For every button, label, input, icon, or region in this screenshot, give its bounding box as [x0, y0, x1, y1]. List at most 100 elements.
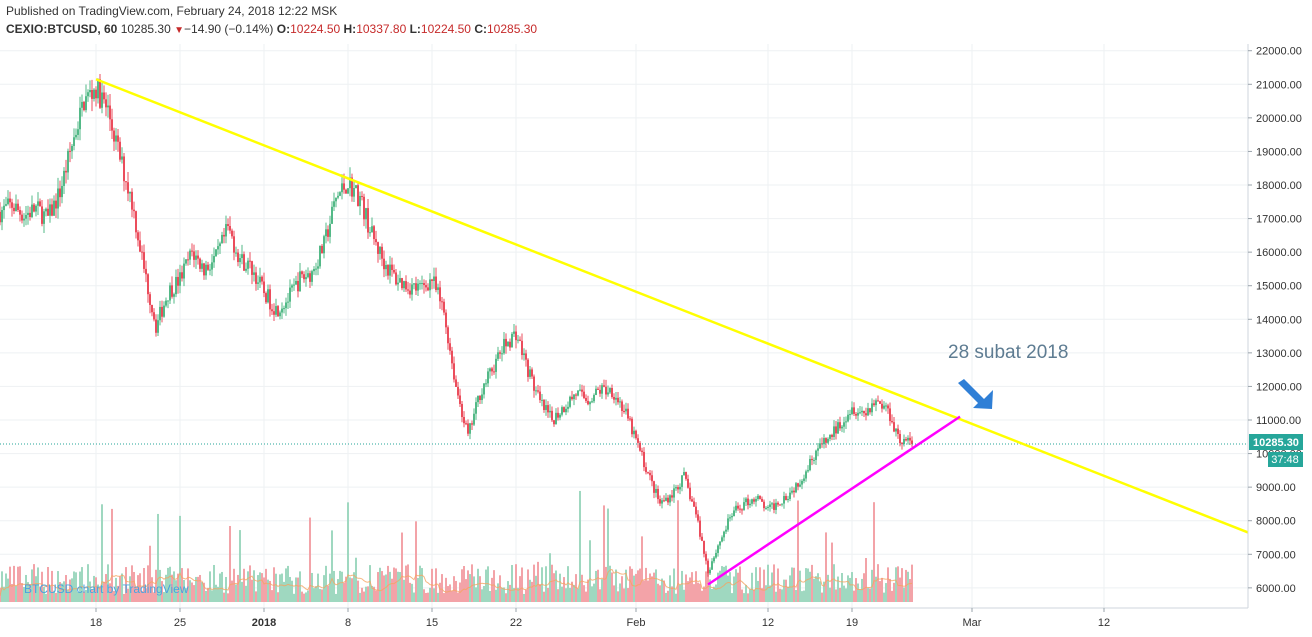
volume-bar: [619, 583, 621, 602]
candle-body: [687, 478, 689, 488]
volume-bar: [475, 587, 477, 602]
volume-bar: [289, 576, 291, 602]
candle-body: [31, 204, 33, 218]
volume-bar: [857, 583, 859, 602]
volume-bar: [795, 590, 797, 602]
candle-body: [515, 331, 517, 341]
symbol-label[interactable]: CEXIO:BTCUSD, 60: [6, 22, 118, 36]
candle-body: [743, 502, 745, 510]
volume-bar: [875, 576, 877, 602]
candle-body: [655, 488, 657, 493]
candle-body: [99, 79, 101, 108]
candle-body: [377, 242, 379, 254]
candle-body: [661, 500, 663, 504]
candle-body: [305, 277, 307, 280]
candle-body: [527, 359, 529, 377]
candle-body: [479, 395, 481, 401]
volume-bar: [613, 585, 615, 602]
candle-body: [391, 264, 393, 271]
volume-bar: [591, 586, 593, 602]
trendlines[interactable]: [95, 78, 1249, 586]
candle-body: [713, 557, 715, 562]
trendline-support[interactable]: [707, 415, 961, 586]
candle-body: [301, 271, 303, 275]
candle-body: [665, 497, 667, 501]
volume-bar: [551, 564, 553, 602]
candle-body: [235, 252, 237, 254]
candle-body: [219, 243, 221, 247]
volume-bar: [3, 586, 5, 602]
candle-body: [537, 390, 539, 392]
candle-body: [261, 276, 263, 282]
candle-body: [7, 198, 9, 205]
candle-body: [585, 397, 587, 401]
candle-body: [785, 496, 787, 501]
volume-bar: [51, 570, 53, 602]
volume-bar: [305, 592, 307, 602]
x-tick-label: Mar: [963, 617, 982, 629]
volume-bar: [279, 574, 281, 602]
candle-body: [145, 268, 147, 275]
candle-body: [125, 181, 127, 183]
volume-bar: [585, 591, 587, 602]
candle-body: [577, 390, 579, 396]
volume-bar: [83, 591, 85, 602]
trendline-resistance[interactable]: [95, 78, 1249, 534]
candle-body: [287, 301, 289, 303]
annotation-label[interactable]: 28 subat 2018: [948, 342, 1068, 363]
volume-bar: [95, 577, 97, 602]
volume-bar: [603, 505, 605, 602]
price-axis[interactable]: 6000.007000.008000.009000.0010000.001100…: [1248, 46, 1302, 595]
volume-bar: [723, 566, 725, 602]
volume-bar: [901, 568, 903, 602]
volume-bar: [809, 571, 811, 602]
candle-body: [833, 426, 835, 437]
candle-body: [389, 264, 391, 276]
candle-body: [911, 440, 913, 444]
candle-body: [187, 259, 189, 261]
volume-bar: [149, 545, 151, 602]
volume-bar: [685, 574, 687, 602]
volume-bar: [337, 579, 339, 602]
candle-body: [447, 327, 449, 344]
y-tick-label: 12000.00: [1256, 381, 1302, 393]
volume-bar: [107, 564, 109, 602]
volume-bar: [737, 572, 739, 602]
candle-body: [775, 502, 777, 510]
volume-bar: [353, 572, 355, 602]
candle-body: [309, 273, 311, 282]
candle-body: [293, 284, 295, 286]
candle-body: [795, 483, 797, 493]
volume-bar: [457, 592, 459, 602]
candle-body: [475, 402, 477, 414]
volume-bar: [203, 582, 205, 602]
candle-body: [883, 405, 885, 409]
volume-bar: [815, 576, 817, 602]
volume-bar: [617, 591, 619, 602]
candle-body: [205, 264, 207, 276]
volume-bar: [743, 593, 745, 602]
volume-bar: [127, 588, 129, 602]
volume-bar: [621, 576, 623, 602]
volume-bar: [393, 567, 395, 602]
time-axis[interactable]: 18 25 2018 8 15 22 Feb 12 19 Mar 12: [90, 608, 1110, 629]
volume-bar: [877, 564, 879, 602]
low-value: 10224.50: [420, 22, 471, 36]
volume-bar: [399, 572, 401, 602]
candle-body: [313, 269, 315, 272]
candle-body: [197, 255, 199, 259]
candle-body: [151, 304, 153, 313]
volume-bar: [111, 508, 113, 602]
candle-body: [637, 438, 639, 443]
volume-bar: [467, 570, 469, 602]
candle-body: [737, 505, 739, 509]
candle-body: [579, 389, 581, 391]
candle-body: [153, 312, 155, 320]
volume-bar: [169, 566, 171, 602]
volume-bar: [461, 569, 463, 602]
volume-bar: [299, 571, 301, 602]
candle-body: [285, 302, 287, 309]
volume-bar: [347, 502, 349, 602]
volume-bar: [201, 582, 203, 602]
